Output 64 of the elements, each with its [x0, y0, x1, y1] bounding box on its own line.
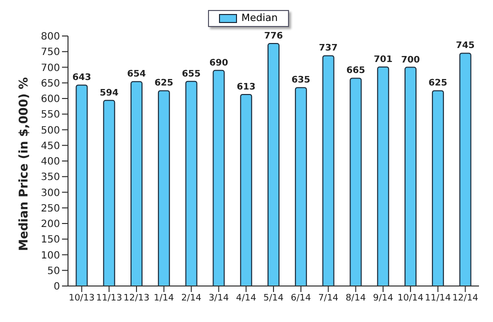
bar — [103, 100, 116, 286]
y-tick-label: 350 — [40, 172, 60, 184]
x-tick-label: 3/14 — [208, 293, 230, 304]
data-label: 643 — [72, 73, 92, 84]
bar — [459, 52, 472, 286]
data-label: 745 — [456, 41, 475, 52]
x-tick-label: 12/14 — [452, 293, 479, 304]
bar — [432, 90, 444, 286]
legend-label: Median — [240, 13, 278, 24]
y-tick-label: 400 — [40, 156, 60, 168]
bar — [185, 80, 198, 286]
x-tick-label: 8/14 — [346, 293, 366, 304]
x-tick-label: 1/14 — [154, 293, 174, 304]
data-label: 635 — [292, 76, 310, 86]
y-tick-label: 500 — [40, 125, 60, 136]
bar — [76, 84, 88, 286]
data-label: 700 — [401, 55, 420, 66]
y-tick-label: 750 — [40, 47, 60, 58]
bar — [377, 66, 390, 286]
y-axis-title: Median Price (in $,000) % — [16, 77, 30, 251]
bar — [322, 55, 334, 286]
x-tick-label: 4/14 — [236, 293, 256, 304]
data-label: 625 — [154, 78, 174, 89]
x-tick-label: 11/14 — [424, 293, 452, 304]
y-tick-label: 50 — [47, 266, 60, 277]
y-tick-label: 200 — [40, 219, 60, 230]
y-tick-label: 450 — [40, 140, 60, 152]
data-label: 655 — [182, 69, 201, 80]
x-tick-label: 11/13 — [96, 293, 122, 304]
x-tick-label: 2/14 — [181, 293, 202, 304]
bar — [212, 70, 225, 286]
y-tick-label: 100 — [40, 250, 60, 262]
x-tick-label: 7/14 — [318, 293, 339, 304]
bar — [158, 90, 170, 286]
bar — [294, 87, 307, 286]
bar — [240, 94, 252, 286]
data-label: 776 — [264, 32, 283, 42]
bar — [268, 43, 280, 286]
y-tick-label: 700 — [40, 62, 60, 74]
x-tick-label: 9/14 — [372, 293, 394, 304]
x-tick-label: 10/14 — [398, 293, 424, 304]
data-label: 613 — [236, 82, 256, 92]
data-label: 654 — [127, 70, 146, 80]
x-tick-label: 5/14 — [263, 293, 284, 304]
y-tick-label: 300 — [40, 188, 60, 199]
data-label: 690 — [209, 58, 228, 68]
y-tick-label: 0 — [54, 282, 60, 293]
bar — [404, 66, 417, 286]
data-label: 625 — [428, 78, 448, 89]
bar — [350, 78, 362, 286]
y-tick-label: 650 — [40, 78, 60, 90]
data-label: 737 — [318, 44, 338, 54]
x-tick-label: 12/13 — [124, 293, 150, 304]
x-tick-label: 6/14 — [290, 293, 312, 304]
x-tick-label: 10/13 — [68, 293, 95, 304]
bar — [130, 81, 143, 286]
y-tick-label: 150 — [40, 234, 60, 246]
y-tick-label: 550 — [40, 110, 60, 121]
data-label: 701 — [374, 54, 393, 65]
y-tick-label: 800 — [40, 32, 60, 43]
data-label: 594 — [100, 88, 119, 98]
y-tick-label: 600 — [40, 94, 60, 106]
y-tick-label: 250 — [40, 203, 60, 214]
data-label: 665 — [346, 66, 366, 76]
